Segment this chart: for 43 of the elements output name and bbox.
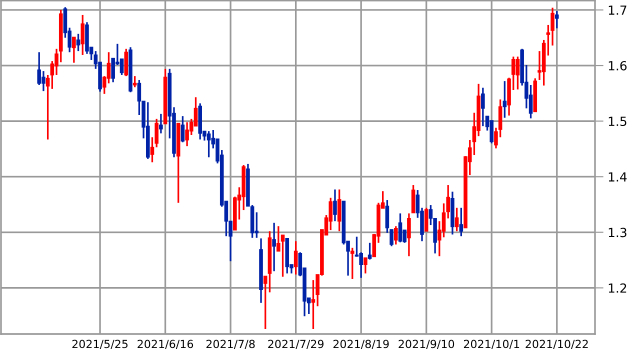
candlestick [364, 257, 368, 274]
x-tick-label: 2021/7/8 [206, 340, 255, 350]
y-tick-label: 1.7 [608, 6, 626, 15]
candlestick [368, 242, 372, 260]
candlestick [294, 240, 298, 276]
candlestick [106, 51, 111, 84]
candlestick [407, 212, 411, 258]
x-tick-label: 2021/8/19 [333, 340, 389, 350]
candlestick [398, 212, 402, 244]
candlestick [124, 48, 128, 77]
candlestick [490, 120, 494, 144]
y-tick-label: 1.2 [608, 283, 626, 293]
candlestick [80, 14, 85, 56]
candlestick [206, 130, 211, 158]
candlestick [46, 74, 50, 140]
candlestick [459, 206, 464, 238]
candlestick [554, 10, 559, 30]
candlestick [424, 206, 428, 232]
candlestick [454, 206, 459, 232]
y-tick-label: 1.6 [608, 61, 627, 70]
candlestick [180, 115, 185, 144]
x-tick-label: 2021/6/16 [138, 340, 194, 350]
x-tick-label: 2021/9/10 [398, 340, 454, 350]
candlestick [481, 86, 485, 127]
candlestick [72, 36, 76, 64]
x-tick-label: 2021/10/22 [526, 340, 588, 350]
candlestick [76, 33, 80, 52]
candlestick [394, 225, 398, 246]
candlestick [333, 188, 337, 222]
y-tick-label: 1.4 [608, 172, 627, 182]
candlestick [272, 222, 276, 272]
candlestick [516, 56, 520, 90]
x-tick-label: 2021/7/29 [268, 340, 324, 350]
candlestick [159, 113, 163, 134]
candlestick [350, 247, 354, 280]
candlestick [502, 80, 507, 119]
candlestick [132, 75, 137, 88]
x-tick-label: 2021/5/25 [72, 340, 128, 350]
y-tick-label: 1.3 [608, 228, 626, 238]
x-tick-label: 2021/10/1 [464, 340, 520, 350]
candlestick [337, 188, 342, 232]
candlestick [411, 184, 416, 214]
y-tick-label: 1.5 [608, 116, 626, 126]
